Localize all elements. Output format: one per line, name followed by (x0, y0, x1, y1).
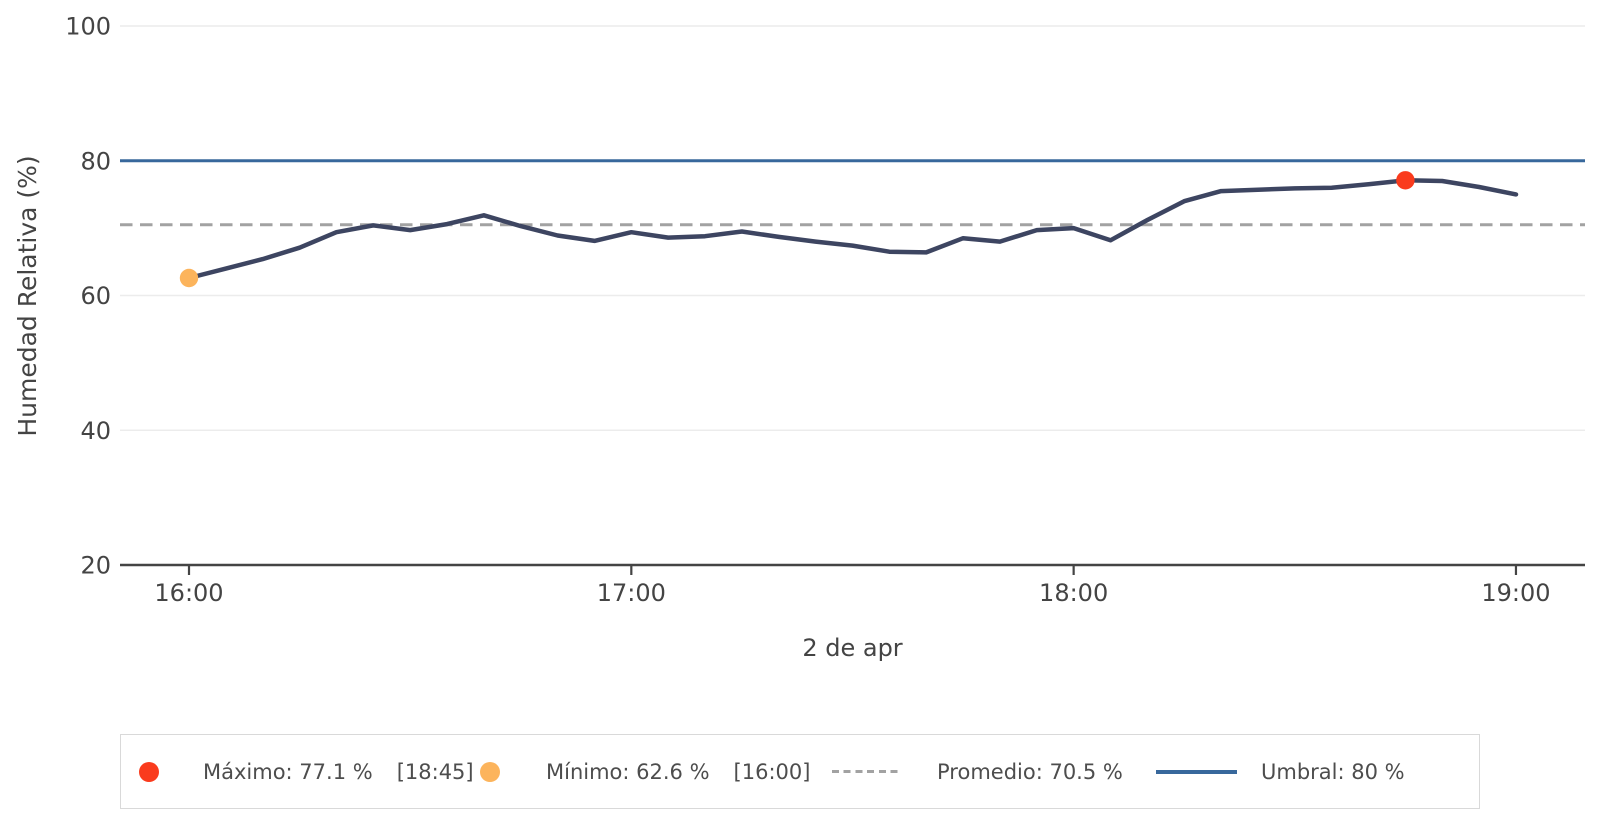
x-tick-label: 17:00 (597, 579, 666, 607)
legend-item-minimo[interactable]: Mínimo: 62.6 % [16:00] (480, 735, 810, 808)
x-tick-label: 19:00 (1481, 579, 1550, 607)
legend-item-umbral[interactable]: Umbral: 80 % (1156, 735, 1405, 808)
x-tick-label: 18:00 (1039, 579, 1108, 607)
dashed-line-icon (832, 770, 902, 773)
chart-legend: Máximo: 77.1 % [18:45] Mínimo: 62.6 % [1… (120, 734, 1480, 809)
min-marker[interactable] (179, 268, 199, 288)
max-marker[interactable] (1396, 171, 1415, 190)
legend-label-maximo: Máximo: 77.1 % (203, 759, 373, 784)
legend-item-promedio[interactable]: Promedio: 70.5 % (832, 735, 1123, 808)
min-dot-icon (480, 761, 500, 782)
legend-label-promedio: Promedio: 70.5 % (937, 759, 1123, 784)
max-dot-icon (139, 761, 159, 782)
legend-label-minimo: Mínimo: 62.6 % (546, 759, 710, 784)
legend-label-umbral: Umbral: 80 % (1261, 759, 1405, 784)
y-tick-label: 80 (80, 147, 111, 175)
y-tick-label: 20 (80, 552, 111, 580)
x-axis-title: 2 de apr (802, 634, 902, 662)
legend-item-maximo[interactable]: Máximo: 77.1 % [18:45] (139, 735, 474, 808)
legend-time-maximo: [18:45] (396, 759, 474, 784)
threshold-line-icon (1156, 769, 1237, 774)
y-tick-label: 100 (65, 13, 111, 41)
y-tick-label: 40 (80, 417, 111, 445)
humidity-line-chart[interactable]: 16:00 17:00 18:00 19:00 20 40 60 80 100 2 de apr H… (0, 0, 1601, 700)
humidity-series-line (186, 178, 1519, 281)
x-tick-label: 16:00 (154, 579, 223, 607)
y-axis-title: Humedad Relativa (%) (13, 155, 42, 436)
legend-time-minimo: [16:00] (733, 759, 811, 784)
y-tick-label: 60 (80, 282, 111, 310)
